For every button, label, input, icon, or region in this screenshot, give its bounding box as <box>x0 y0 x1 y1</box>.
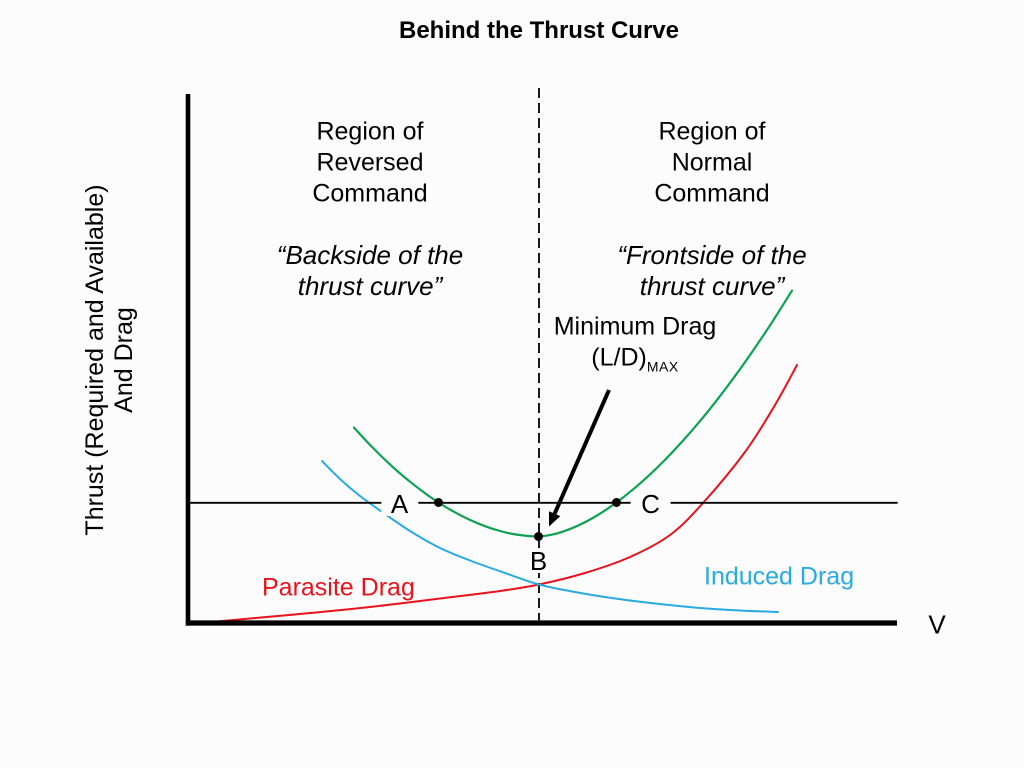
ld-max-subscript: MAX <box>646 358 679 375</box>
point-dot-B <box>534 532 543 541</box>
region-reversed-line1: Region of <box>316 117 424 146</box>
backside-quote-line2: thrust curve” <box>297 271 443 301</box>
point-label-C: C <box>630 491 671 517</box>
min-drag-arrowhead <box>548 511 561 527</box>
region-reversed-command-label: Region of Reversed Command <box>312 117 427 210</box>
y-axis-label-line1: Thrust (Required and Available) <box>81 184 109 536</box>
ld-ratio-text: (L/D) <box>591 343 647 372</box>
point-dot-C <box>612 498 621 507</box>
minimum-drag-line2: (L/D)MAX <box>554 343 717 383</box>
induced-drag-curve <box>321 460 779 613</box>
region-reversed-line3: Command <box>312 179 428 208</box>
region-normal-line3: Command <box>654 179 770 208</box>
chart-title: Behind the Thrust Curve <box>398 17 680 44</box>
region-normal-line1: Region of <box>658 117 766 146</box>
induced-drag-label: Induced Drag <box>704 562 855 591</box>
min-drag-arrow-line <box>552 389 611 515</box>
region-normal-command-label: Region of Normal Command <box>654 117 769 210</box>
point-label-A: A <box>380 491 419 517</box>
minimum-drag-line1: Minimum Drag <box>553 312 717 341</box>
thrust-required-curve <box>352 289 794 538</box>
y-axis-label: Thrust (Required and Available) And Drag <box>81 184 139 535</box>
point-label-B: B <box>527 545 550 576</box>
frontside-quote: “Frontside of the thrust curve” <box>617 240 806 302</box>
backside-quote-line1: “Backside of the <box>276 240 464 270</box>
frontside-quote-line1: “Frontside of the <box>617 240 807 270</box>
frontside-quote-line2: thrust curve” <box>639 271 785 301</box>
y-axis-label-line2: And Drag <box>110 307 138 413</box>
x-axis-label: V <box>928 609 946 640</box>
parasite-drag-curve <box>188 364 798 625</box>
minimum-drag-annotation: Minimum Drag (L/D)MAX <box>554 312 717 383</box>
point-dot-A <box>434 498 443 507</box>
region-reversed-line2: Reversed <box>316 148 424 177</box>
region-normal-line2: Normal <box>671 148 753 177</box>
parasite-drag-label: Parasite Drag <box>262 573 415 602</box>
backside-quote: “Backside of the thrust curve” <box>277 240 463 302</box>
